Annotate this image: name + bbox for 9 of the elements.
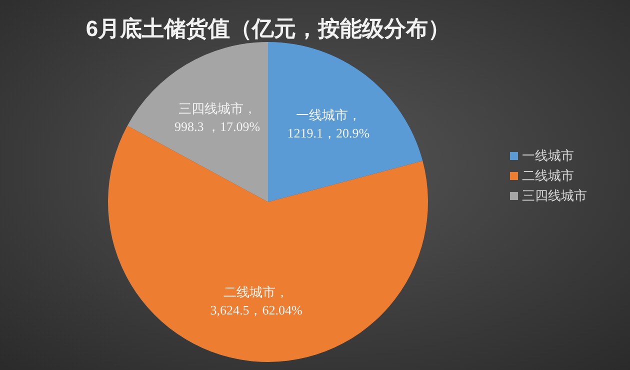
legend-label: 三四线城市: [522, 188, 587, 203]
legend-label: 一线城市: [522, 148, 574, 163]
chart-title: 6月底土储货值（亿元，按能级分布）: [86, 16, 450, 41]
legend-label: 二线城市: [522, 168, 574, 183]
pie-slice: [268, 42, 423, 202]
data-label: 三四线城市， 998.3 ，17.09%: [174, 100, 260, 134]
pie-slice: [127, 42, 268, 202]
data-label: 一线城市， 1219.1，20.9%: [287, 107, 370, 140]
data-label: 二线城市， 3,624.5，62.04%: [210, 284, 302, 318]
